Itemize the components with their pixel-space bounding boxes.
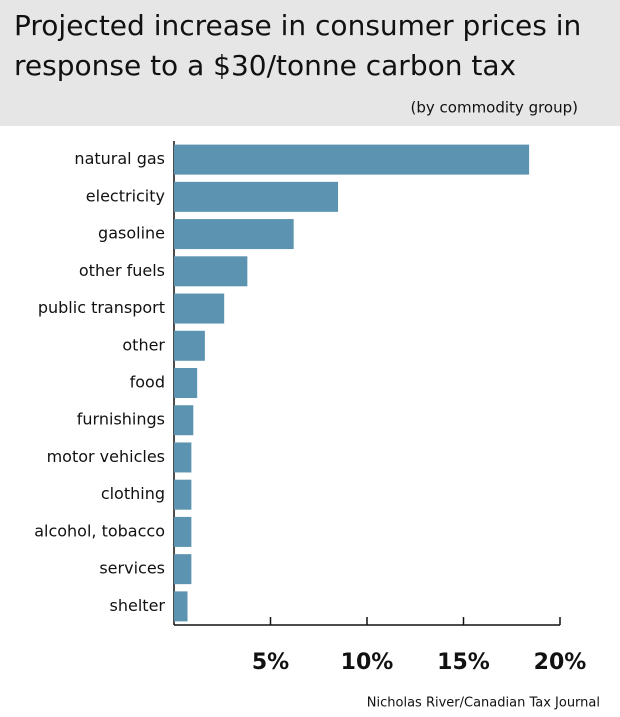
bar xyxy=(174,368,198,398)
y-tick-label: public transport xyxy=(38,298,165,317)
bar xyxy=(174,591,188,622)
chart-title: Projected increase in consumer prices in… xyxy=(14,9,582,82)
x-tick-label: 20% xyxy=(534,650,587,675)
y-tick-label: clothing xyxy=(101,484,165,503)
y-tick-label: electricity xyxy=(86,186,165,205)
x-tick-label: 10% xyxy=(341,650,394,675)
bar xyxy=(174,181,339,212)
bar xyxy=(174,405,194,436)
x-tick-label: 15% xyxy=(437,650,490,675)
bar xyxy=(174,219,294,250)
subtitle: (by commodity group) xyxy=(411,99,578,117)
header-background xyxy=(0,0,620,126)
bar xyxy=(174,330,205,361)
title-box: Projected increase in consumer prices in… xyxy=(14,9,582,82)
y-tick-label: motor vehicles xyxy=(47,447,165,466)
y-tick-label: gasoline xyxy=(98,224,165,243)
bar xyxy=(174,256,248,287)
bar xyxy=(174,293,225,324)
y-tick-label: furnishings xyxy=(77,410,165,429)
source: Nicholas River/Canadian Tax Journal xyxy=(367,696,600,711)
y-tick-label: other xyxy=(122,335,165,354)
y-tick-label: alcohol, tobacco xyxy=(34,521,165,540)
y-tick-label: natural gas xyxy=(74,149,165,168)
y-tick-label: services xyxy=(99,559,165,578)
bar xyxy=(174,554,192,585)
y-tick-label: other fuels xyxy=(79,261,165,280)
bar xyxy=(174,516,192,547)
bar xyxy=(174,479,192,510)
x-tick-label: 5% xyxy=(252,650,289,675)
y-tick-label: shelter xyxy=(110,596,166,615)
y-tick-label: food xyxy=(130,373,165,392)
bar xyxy=(174,442,192,473)
bar xyxy=(174,144,530,175)
